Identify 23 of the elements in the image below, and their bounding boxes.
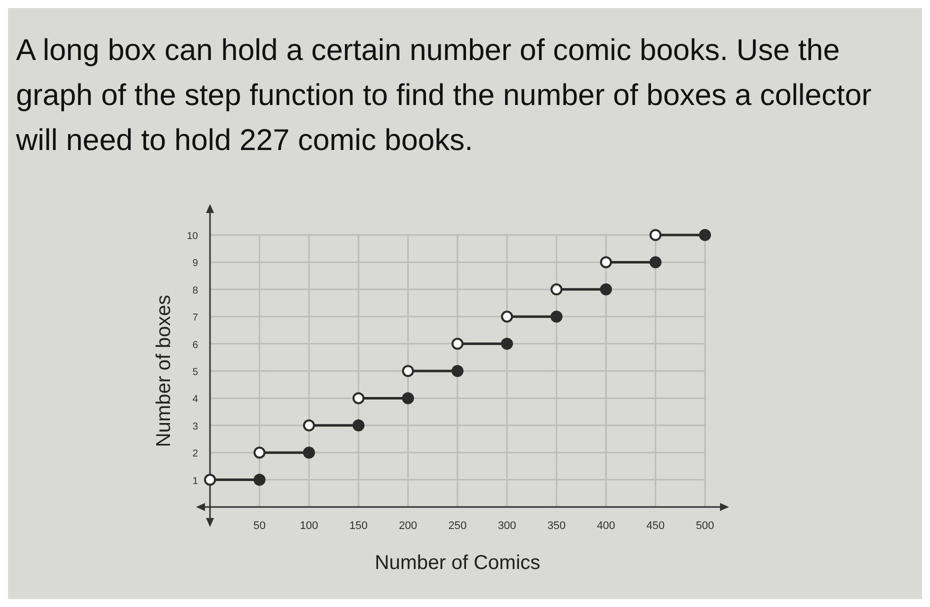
y-tick-label: 7 bbox=[192, 312, 198, 324]
x-tick-label: 50 bbox=[253, 520, 266, 532]
x-tick-label: 450 bbox=[646, 520, 665, 532]
x-tick-label: 100 bbox=[300, 520, 318, 532]
x-tick-label: 250 bbox=[448, 520, 467, 532]
y-tick-label: 1 bbox=[192, 476, 198, 487]
x-tick-label: 150 bbox=[349, 520, 368, 532]
y-tick-label: 5 bbox=[192, 367, 198, 378]
x-axis-title: Number of Comics bbox=[374, 552, 540, 574]
y-tick-label: 2 bbox=[192, 448, 198, 460]
x-tick-label: 200 bbox=[398, 520, 418, 532]
y-tick-label: 3 bbox=[192, 421, 198, 432]
x-tick-label: 500 bbox=[696, 520, 714, 532]
x-tick-label: 400 bbox=[596, 520, 616, 532]
x-tick-label: 300 bbox=[498, 520, 516, 532]
y-axis-title: Number of boxes bbox=[153, 294, 175, 448]
x-tick-label: 350 bbox=[547, 520, 566, 532]
y-tick-label: 8 bbox=[192, 285, 198, 296]
y-tick-label: 4 bbox=[192, 394, 198, 406]
y-tick-label: 10 bbox=[186, 231, 198, 242]
y-tick-label: 9 bbox=[192, 258, 198, 270]
y-tick-label: 6 bbox=[192, 340, 198, 351]
chart-title: A long box can hold a certain number of comic books. Use the graph of the step function to find the number of boxes a collector will need to hold 227 comic books. bbox=[15, 34, 872, 157]
